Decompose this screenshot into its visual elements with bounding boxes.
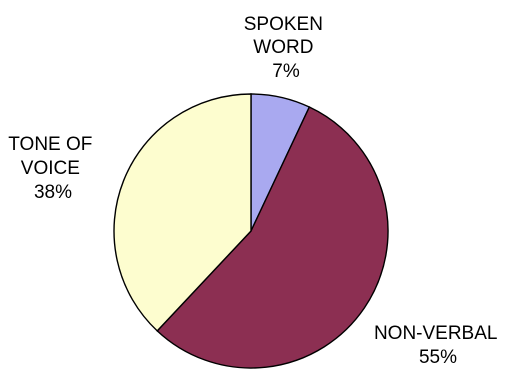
pie-slice-non-verbal	[156, 106, 389, 369]
slice-value-spoken-word: 7%	[272, 61, 300, 82]
slice-label-non-verbal-line1: NON-VERBAL	[374, 323, 497, 344]
slice-label-spoken-word: SPOKEN WORD 7%	[244, 14, 328, 82]
pie-slice-tone-of-voice	[113, 93, 252, 332]
slice-value-tone-of-voice: 38%	[34, 182, 72, 203]
slice-label-tone-of-voice-line2: VOICE	[21, 158, 80, 179]
slice-label-spoken-word-line2: WORD	[253, 37, 313, 58]
slice-label-tone-of-voice-line1: TONE OF	[8, 134, 92, 155]
slice-label-non-verbal: NON-VERBAL 55%	[374, 323, 502, 368]
pie-slices	[113, 93, 389, 369]
slice-value-non-verbal: 55%	[419, 347, 457, 368]
slice-label-tone-of-voice: TONE OF VOICE 38%	[8, 134, 97, 203]
slice-label-spoken-word-line1: SPOKEN	[244, 14, 323, 35]
